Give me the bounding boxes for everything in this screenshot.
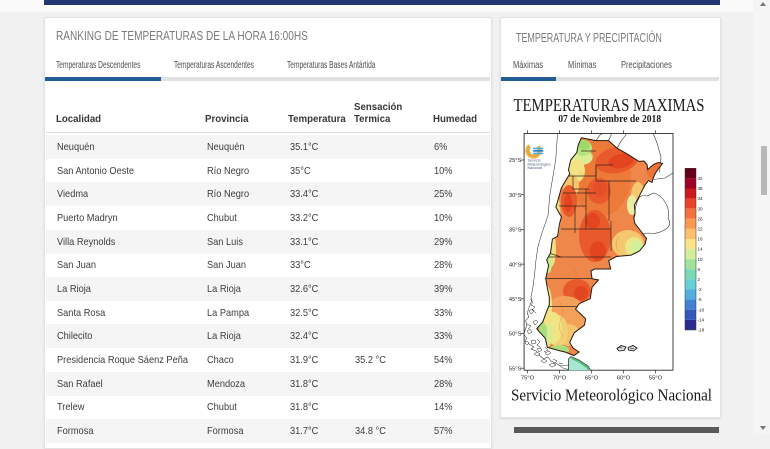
svg-text:35°S: 35°S: [509, 228, 522, 234]
svg-text:Meteorológico: Meteorológico: [528, 162, 551, 166]
svg-text:18: 18: [698, 237, 704, 242]
svg-text:65°O: 65°O: [585, 375, 599, 381]
svg-text:-6: -6: [698, 297, 703, 302]
svg-text:30°S: 30°S: [509, 193, 522, 199]
svg-text:38: 38: [698, 186, 704, 191]
svg-text:26: 26: [698, 216, 704, 221]
svg-text:14: 14: [698, 247, 704, 252]
svg-text:25°S: 25°S: [509, 158, 522, 164]
svg-text:-2: -2: [698, 287, 703, 292]
svg-text:70°O: 70°O: [553, 375, 567, 381]
svg-text:10: 10: [698, 257, 704, 262]
svg-text:55°S: 55°S: [509, 366, 522, 372]
svg-text:Servicio Meteorológico Naciona: Servicio Meteorológico Nacional: [511, 386, 712, 405]
svg-text:-10: -10: [698, 307, 705, 312]
svg-text:40°S: 40°S: [509, 262, 522, 268]
svg-text:45°S: 45°S: [509, 297, 522, 303]
svg-text:Servicio: Servicio: [528, 159, 541, 163]
svg-text:30: 30: [698, 206, 704, 211]
svg-text:Nacional: Nacional: [528, 166, 543, 170]
svg-text:07 de Noviembre de 2018: 07 de Noviembre de 2018: [558, 113, 661, 125]
svg-text:75°O: 75°O: [521, 375, 535, 381]
svg-text:55°O: 55°O: [649, 375, 663, 381]
svg-text:34: 34: [698, 196, 704, 201]
svg-text:-18: -18: [698, 328, 705, 333]
svg-text:60°O: 60°O: [617, 375, 631, 381]
svg-text:2: 2: [698, 277, 701, 282]
svg-text:-14: -14: [698, 317, 705, 322]
svg-text:6: 6: [698, 267, 701, 272]
svg-text:42: 42: [698, 176, 704, 181]
svg-text:TEMPERATURAS MAXIMAS: TEMPERATURAS MAXIMAS: [514, 95, 705, 115]
svg-text:22: 22: [698, 227, 704, 232]
svg-text:50°S: 50°S: [509, 332, 522, 338]
